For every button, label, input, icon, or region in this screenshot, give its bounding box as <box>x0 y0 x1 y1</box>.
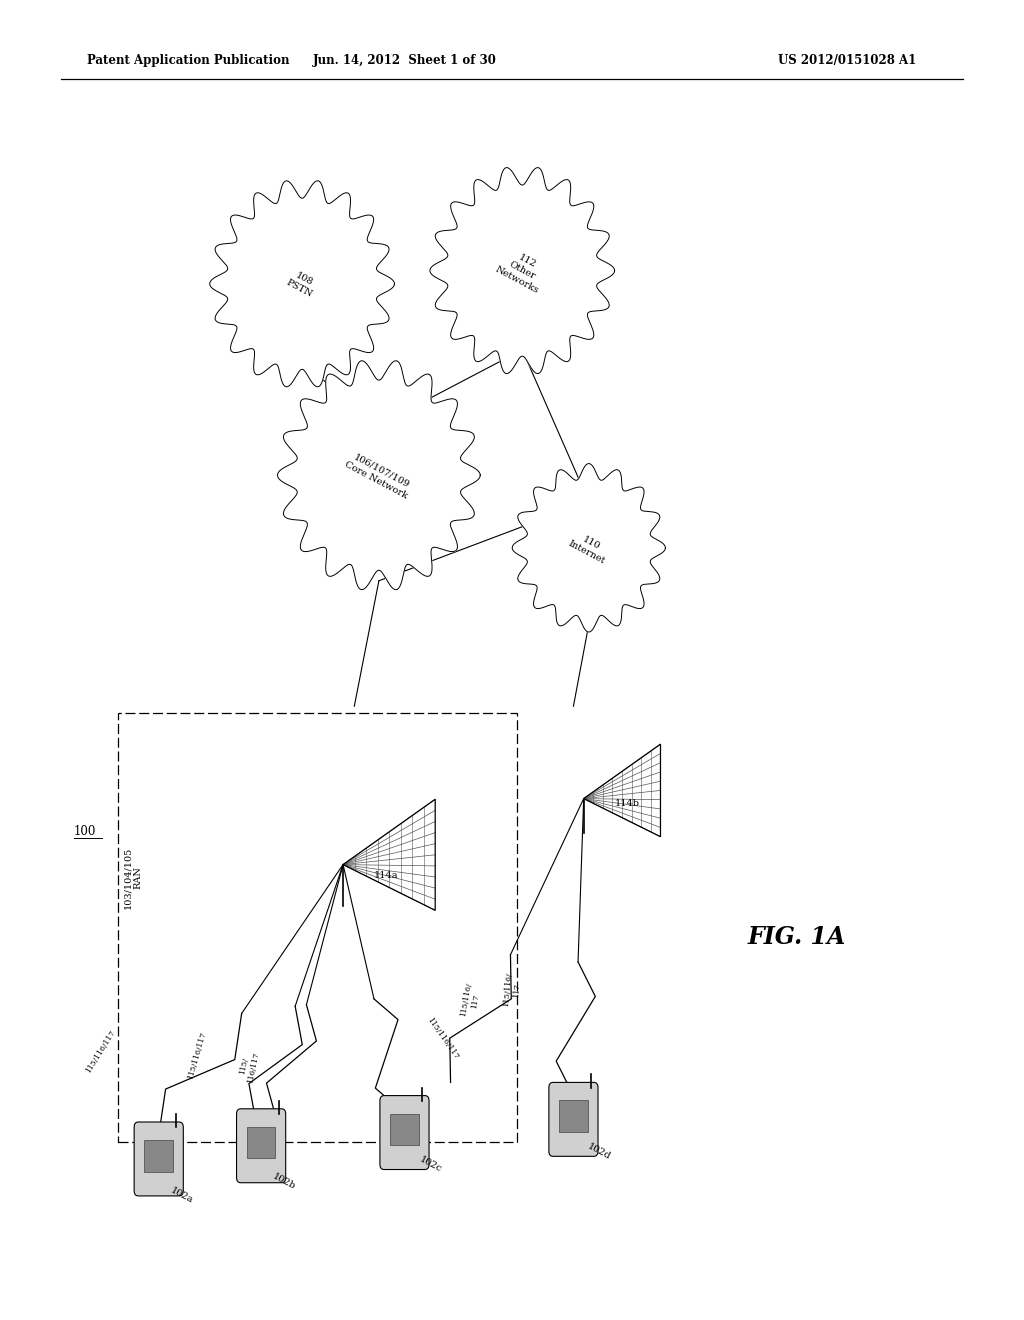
Polygon shape <box>278 360 480 590</box>
Text: 102a: 102a <box>169 1185 195 1205</box>
Text: 106/107/109
Core Network: 106/107/109 Core Network <box>343 450 415 500</box>
Text: FIG. 1A: FIG. 1A <box>748 925 846 949</box>
Text: Jun. 14, 2012  Sheet 1 of 30: Jun. 14, 2012 Sheet 1 of 30 <box>312 54 497 67</box>
Text: 103/104/105
RAN: 103/104/105 RAN <box>124 846 142 909</box>
Polygon shape <box>210 181 394 387</box>
Text: 114a: 114a <box>374 871 398 880</box>
Text: 108
PSTN: 108 PSTN <box>285 268 319 300</box>
Bar <box>390 1114 419 1146</box>
Bar <box>247 1127 275 1159</box>
Text: 102c: 102c <box>418 1155 443 1175</box>
Bar <box>559 1101 588 1133</box>
Bar <box>118 713 517 1142</box>
Text: 115/116/
117: 115/116/ 117 <box>502 972 522 1008</box>
Text: 115/116/117: 115/116/117 <box>186 1031 207 1081</box>
Polygon shape <box>430 168 614 374</box>
Text: 115/116/117: 115/116/117 <box>84 1030 117 1074</box>
Text: 102b: 102b <box>271 1172 298 1192</box>
Polygon shape <box>512 463 666 632</box>
FancyBboxPatch shape <box>380 1096 429 1170</box>
Text: 110
Internet: 110 Internet <box>566 529 611 566</box>
FancyBboxPatch shape <box>237 1109 286 1183</box>
Text: 115/116/
117: 115/116/ 117 <box>460 982 482 1019</box>
Bar <box>144 1140 173 1172</box>
Text: US 2012/0151028 A1: US 2012/0151028 A1 <box>778 54 916 67</box>
Text: 102d: 102d <box>586 1142 612 1162</box>
Text: Patent Application Publication: Patent Application Publication <box>87 54 290 67</box>
Text: 112
Other
Networks: 112 Other Networks <box>494 246 551 296</box>
Text: 115/
116/117: 115/ 116/117 <box>238 1049 260 1084</box>
FancyBboxPatch shape <box>549 1082 598 1156</box>
Text: 115/116/117: 115/116/117 <box>425 1016 460 1061</box>
FancyBboxPatch shape <box>134 1122 183 1196</box>
Text: 114b: 114b <box>614 799 639 808</box>
Text: 100: 100 <box>74 825 96 838</box>
